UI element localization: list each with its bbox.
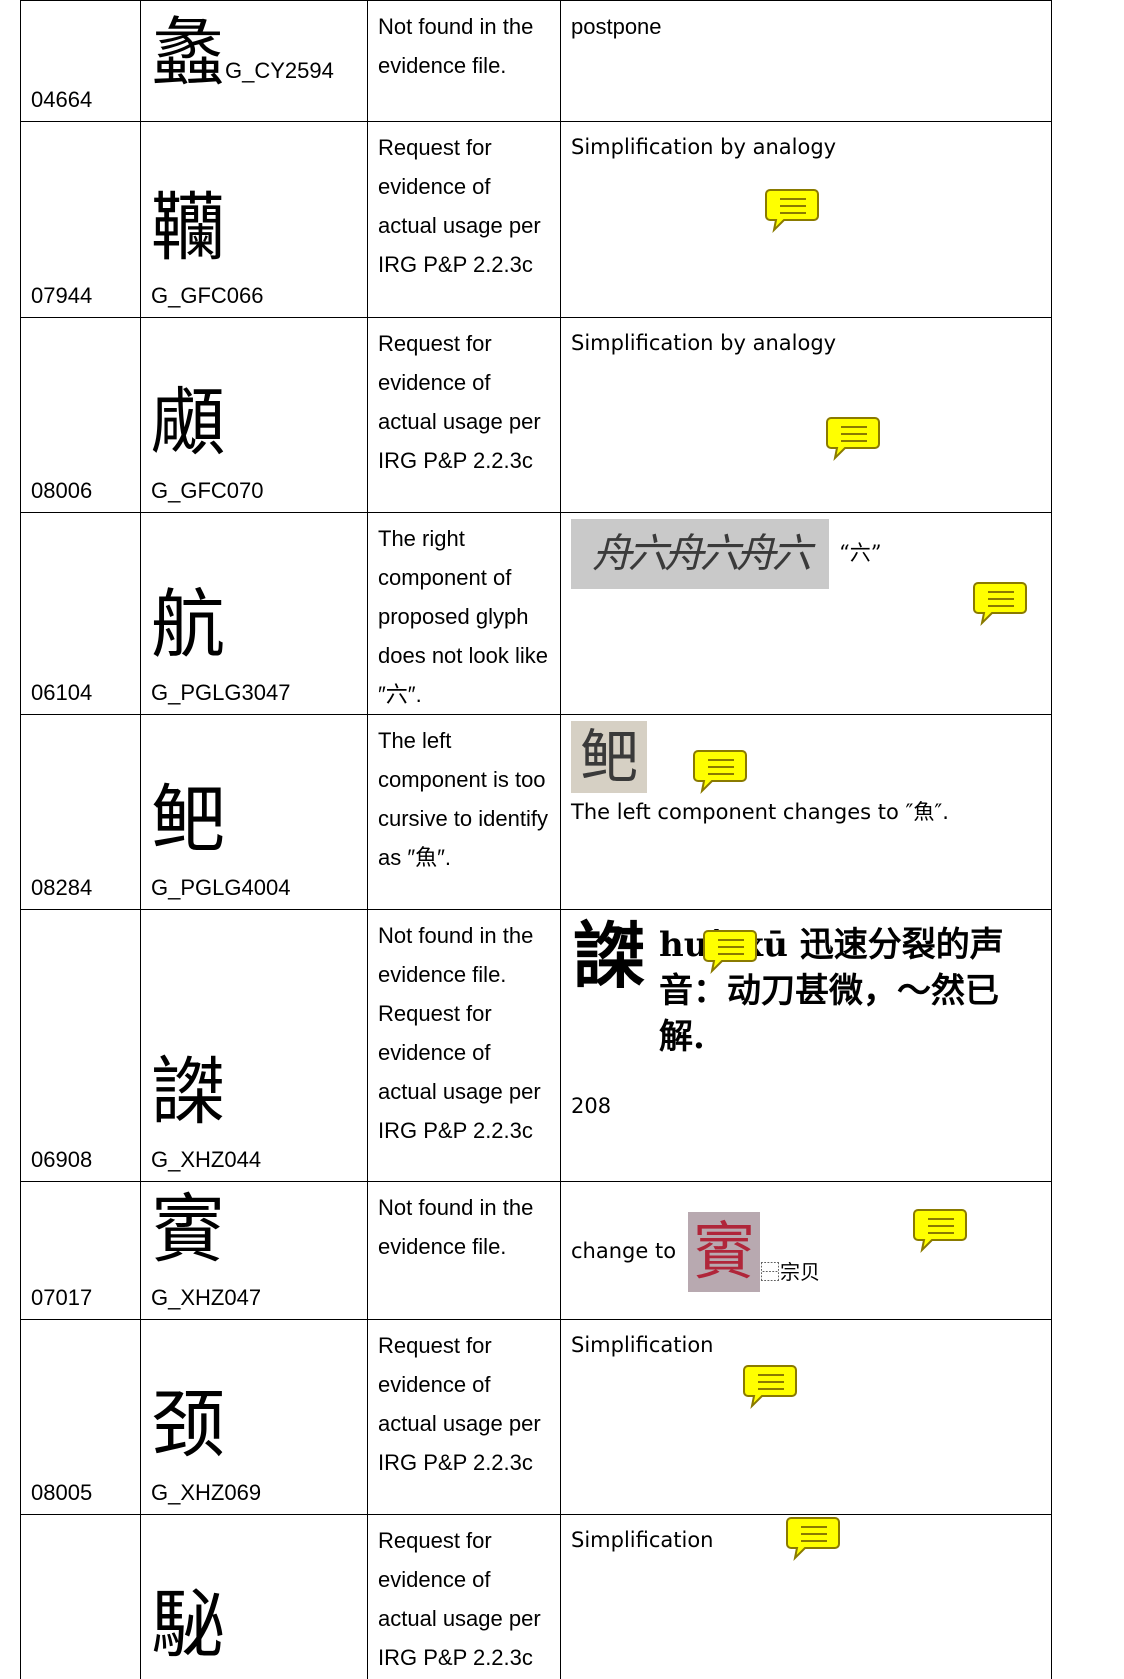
response-line: 舟六舟六舟六 “六” xyxy=(571,519,1041,589)
id-cell: 07944 xyxy=(20,121,141,318)
row: 08005 颈 G_XHZ069 Request for evidence of ac… xyxy=(20,1319,1052,1515)
evidence-glyph: 謋 xyxy=(573,913,646,998)
response-line: change to 賨⿱宗贝 xyxy=(571,1212,1041,1292)
row: 06908 謋 G_XHZ044 Not found in the evidence … xyxy=(20,909,1052,1182)
id-cell: 06104 xyxy=(20,512,141,715)
comment-icon[interactable] xyxy=(743,1365,797,1407)
source: G_GFC070 xyxy=(151,478,264,503)
glyph-cell: 賨 G_XHZ047 xyxy=(140,1181,368,1320)
row: 08006 顑 G_GFC070 Request for evidence of ac… xyxy=(20,317,1052,513)
response-cell: Simplification xyxy=(560,1319,1052,1515)
glyph-line: 蠡G_CY2594 xyxy=(151,5,357,119)
source: G_GFC066 xyxy=(151,283,264,308)
source: G_XHZ069 xyxy=(151,1480,262,1505)
comment-icon[interactable] xyxy=(693,750,747,792)
comment-icon[interactable] xyxy=(913,1209,967,1251)
glyph: 謋 xyxy=(151,1049,225,1135)
table-body: 04664 蠡G_CY2594 Not found in the evidence … xyxy=(20,0,1052,1679)
glyph-cell: 航 G_PGLG3047 xyxy=(140,512,368,715)
glyph: 航 xyxy=(151,582,225,668)
comment-icon[interactable] xyxy=(973,582,1027,624)
evidence-image: 謋 huò xū 迅速分裂的声音：动刀甚微，～然已解. xyxy=(573,916,1033,1081)
response-text: Simplification by analogy xyxy=(571,331,837,355)
glyph-cell: 顑 G_GFC070 xyxy=(140,317,368,513)
issue-cell: Not found in the evidence file. Request … xyxy=(367,909,561,1182)
response-text: The left component changes to ″魚″. xyxy=(571,800,949,824)
response-cell: 鲃 The left component changes to ″魚″. xyxy=(560,714,1052,910)
id-cell: 08005 xyxy=(20,1319,141,1515)
source: G_XHZ047 xyxy=(151,1285,262,1310)
evidence-text: huò xū 迅速分裂的声音：动刀甚微，～然已解. xyxy=(659,925,1004,1057)
issue-cell: The right component of proposed glyph do… xyxy=(367,512,561,715)
glyph: 颈 xyxy=(151,1382,225,1468)
review-table: 04664 蠡G_CY2594 Not found in the evidence … xyxy=(20,0,1052,1679)
row: 07017 賨 G_XHZ047 Not found in the evidence … xyxy=(20,1181,1052,1320)
comment-icon[interactable] xyxy=(765,189,819,231)
response-text: Simplification by analogy xyxy=(571,135,837,159)
issue-cell: The left component is too cursive to ide… xyxy=(367,714,561,910)
issue-cell: Not found in the evidence file. xyxy=(367,0,561,122)
glyph: 顑 xyxy=(151,380,225,466)
glyph: 韊 xyxy=(151,185,225,271)
response-text: change to xyxy=(571,1239,677,1263)
id-cell: 07017 xyxy=(20,1181,141,1320)
source: G_XHZ044 xyxy=(151,1147,262,1172)
response-text: 208 xyxy=(571,1094,612,1118)
evidence-image: 賨 xyxy=(688,1212,761,1292)
id-cell: 08006 xyxy=(20,317,141,513)
glyph-cell: 蠡G_CY2594 xyxy=(140,0,368,122)
response-text: postpone xyxy=(571,14,662,39)
glyph: 賨 xyxy=(151,1187,225,1273)
response-cell: change to 賨⿱宗贝 xyxy=(560,1181,1052,1320)
evidence-image: 舟六舟六舟六 xyxy=(571,519,829,589)
source: G_PGLG3047 xyxy=(151,680,291,705)
glyph: 蠡 xyxy=(151,10,225,96)
row: 04664 蠡G_CY2594 Not found in the evidence … xyxy=(20,0,1052,122)
source: G_CY2594 xyxy=(225,58,334,83)
id-cell: 06908 xyxy=(20,909,141,1182)
row: 06104 航 G_PGLG3047 The right component of p… xyxy=(20,512,1052,715)
glyph-cell: 謋 G_XHZ044 xyxy=(140,909,368,1182)
glyph-cell: 鲃 G_PGLG4004 xyxy=(140,714,368,910)
issue-cell: Not found in the evidence file. xyxy=(367,1181,561,1320)
glyph: 鲃 xyxy=(151,777,225,863)
id-cell: 04664 xyxy=(20,0,141,122)
response-cell: Simplification by analogy xyxy=(560,317,1052,513)
response-cell: 謋 huò xū 迅速分裂的声音：动刀甚微，～然已解. 208 xyxy=(560,909,1052,1182)
glyph-cell: 颈 G_XHZ069 xyxy=(140,1319,368,1515)
glyph-cell: 駜G_XHZ xyxy=(140,1514,368,1679)
comment-icon[interactable] xyxy=(703,930,757,972)
source: G_PGLG4004 xyxy=(151,875,291,900)
comment-icon[interactable] xyxy=(826,417,880,459)
issue-cell: Request for evidence of actual usage per… xyxy=(367,1514,561,1679)
response-text: Simplification xyxy=(571,1333,714,1357)
response-cell: 舟六舟六舟六 “六” xyxy=(560,512,1052,715)
glyph-cell: 韊 G_GFC066 xyxy=(140,121,368,318)
row: 08143駜G_XHZRequest for evidence of actua… xyxy=(20,1514,1052,1679)
glyph: 駜 xyxy=(151,1582,225,1668)
note: ⿱宗贝 xyxy=(760,1260,821,1284)
response-text: “六” xyxy=(839,541,882,565)
row: 08284 鲃 G_PGLG4004 The left component is to… xyxy=(20,714,1052,910)
evidence-image: 鲃 xyxy=(571,721,647,793)
response-text: Simplification xyxy=(571,1528,714,1552)
issue-cell: Request for evidence of actual usage per… xyxy=(367,121,561,318)
comment-icon[interactable] xyxy=(786,1517,840,1559)
